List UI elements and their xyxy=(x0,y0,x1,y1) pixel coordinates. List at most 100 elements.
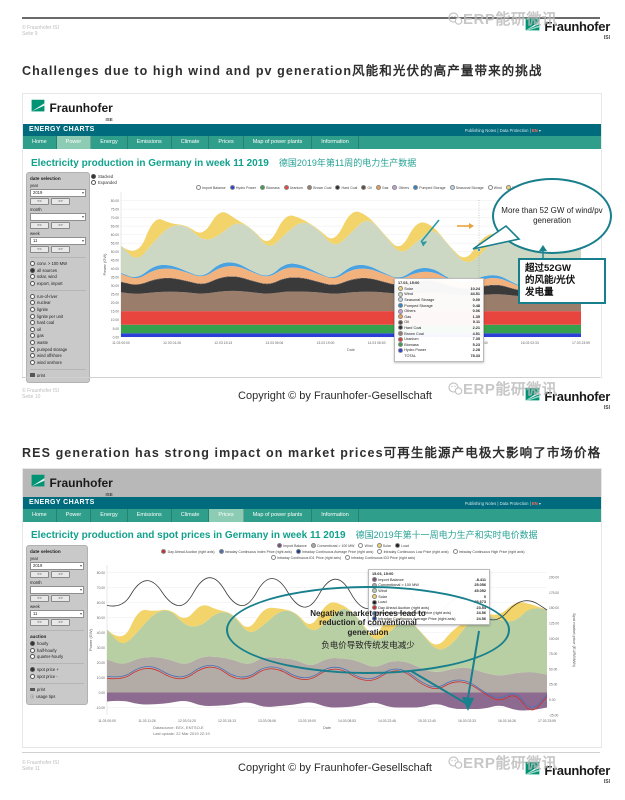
legend-item[interactable]: Seasonal Storage xyxy=(449,185,484,190)
usage-tips-button[interactable]: ⓘ usage tips xyxy=(30,693,56,700)
nav-tab[interactable]: Climate xyxy=(172,509,210,522)
expanded-radio[interactable]: Expanded xyxy=(91,180,117,185)
year-select[interactable]: 2019 ▾ xyxy=(30,562,84,570)
svg-text:16.03 02:33: 16.03 02:33 xyxy=(521,341,539,345)
legend-item[interactable]: Intraday Continuous ID3 Price (right axi… xyxy=(345,555,415,560)
next-week-button[interactable]: >> xyxy=(51,246,70,253)
legend-item[interactable]: Intraday Continuous High Price (right ax… xyxy=(452,549,525,554)
legend-item[interactable]: Gas xyxy=(375,185,388,190)
radio-icon xyxy=(30,673,35,679)
source-radio[interactable]: nuclear xyxy=(30,300,86,306)
prev-week-button[interactable]: << xyxy=(30,619,49,626)
topbar-links[interactable]: Publishing Notes | Data Protection | EN … xyxy=(464,127,541,133)
caret-down-icon: ▾ xyxy=(79,611,82,616)
mode-radio[interactable]: all sources xyxy=(30,267,86,273)
mode-radio[interactable]: solar, wind xyxy=(30,274,86,280)
legend-item[interactable]: Oil xyxy=(361,185,372,190)
source-radio[interactable]: lignite xyxy=(30,306,86,312)
source-radio[interactable]: lignite per unit xyxy=(30,313,86,319)
prev-month-button[interactable]: << xyxy=(30,595,49,602)
wechat-face-icon xyxy=(448,756,463,769)
legend-item[interactable]: Wind xyxy=(487,185,502,190)
language-selector[interactable]: EN xyxy=(531,500,538,506)
nav-tab[interactable]: Information xyxy=(312,509,359,522)
source-radio[interactable]: waste xyxy=(30,339,86,345)
source-radio[interactable]: run-of-river xyxy=(30,293,86,299)
next-year-button[interactable]: >> xyxy=(51,571,70,578)
prev-month-button[interactable]: << xyxy=(30,222,49,229)
month-select[interactable]: ▾ xyxy=(30,213,86,221)
prev-year-button[interactable]: << xyxy=(30,571,49,578)
print-button[interactable]: print xyxy=(30,682,84,692)
nav-tab[interactable]: Information xyxy=(312,136,359,149)
nav-tab[interactable]: Map of power plants xyxy=(244,136,313,149)
source-radio[interactable]: hard coal xyxy=(30,320,86,326)
svg-text:0.00: 0.00 xyxy=(99,691,106,695)
fraunhofer-logo-icon xyxy=(31,474,45,487)
auction-radio[interactable]: half-hourly xyxy=(30,647,84,653)
source-radio[interactable]: wind offshore xyxy=(30,353,86,359)
source-radio[interactable]: oil xyxy=(30,326,86,332)
week-select[interactable]: 11 ▾ xyxy=(30,237,86,245)
legend-item[interactable]: Pumped Storage xyxy=(413,185,446,190)
prev-week-button[interactable]: << xyxy=(30,246,49,253)
legend-item[interactable]: Biomass xyxy=(260,185,280,190)
legend-item[interactable]: Day Ahead Auction (right axis) xyxy=(161,549,215,554)
tooltip-swatch xyxy=(372,577,377,583)
legend-item[interactable]: Import Balance xyxy=(195,185,226,190)
legend-item[interactable]: Conventional > 100 MW xyxy=(310,543,354,548)
source-radio[interactable]: gas xyxy=(30,333,86,339)
svg-text:10.00: 10.00 xyxy=(97,676,105,680)
legend-item[interactable]: Brown Coal xyxy=(307,185,331,190)
nav-tab[interactable]: Power xyxy=(57,509,92,522)
print-button[interactable]: print xyxy=(30,368,86,378)
mode-radio[interactable]: conv. > 100 MW xyxy=(30,261,86,266)
legend-item[interactable]: Others xyxy=(392,185,409,190)
spot-price-radio[interactable]: spot price + xyxy=(30,667,84,673)
year-select[interactable]: 2019 ▾ xyxy=(30,189,86,197)
nav-tab[interactable]: Power xyxy=(56,136,92,149)
nav-tab[interactable]: Emissions xyxy=(128,136,172,149)
nav-tab[interactable]: Home xyxy=(23,136,57,149)
legend-item[interactable]: Uranium xyxy=(283,185,303,190)
legend-item[interactable]: Intraday Continuous Index Price (right a… xyxy=(218,549,292,554)
month-select[interactable]: ▾ xyxy=(30,586,84,594)
legend-item[interactable]: Intraday Continuous ID1 Price (right axi… xyxy=(270,555,341,560)
prev-year-button[interactable]: << xyxy=(30,198,49,205)
svg-text:50.00: 50.00 xyxy=(111,250,119,254)
next-month-button[interactable]: >> xyxy=(51,595,70,602)
nav-tab[interactable]: Climate xyxy=(172,136,210,149)
legend-item[interactable]: Hydro Power xyxy=(229,185,256,190)
legend-item[interactable]: Intraday Continuous Low Price (right axi… xyxy=(377,549,449,554)
source-radio[interactable]: wind onshore xyxy=(30,359,86,365)
auction-radio[interactable]: hourly xyxy=(30,641,84,646)
nav-tab[interactable]: Home xyxy=(23,509,57,522)
legend-item[interactable]: Wind xyxy=(358,543,373,548)
callout-zh: 负电价导致传统发电减少 xyxy=(321,640,415,651)
source-radio[interactable]: pumped storage xyxy=(30,346,86,352)
nav-tab[interactable]: Energy xyxy=(91,509,128,522)
next-year-button[interactable]: >> xyxy=(51,198,70,205)
spot-price-radio[interactable]: spot price - xyxy=(30,673,84,679)
auction-radio[interactable]: quarter-hourly xyxy=(30,654,84,660)
topbar-links[interactable]: Publishing Notes | Data Protection | EN … xyxy=(464,500,541,506)
next-month-button[interactable]: >> xyxy=(51,222,70,229)
mode-radio[interactable]: export, import xyxy=(30,280,86,286)
legend-item[interactable]: Intraday Continuous Average Price (right… xyxy=(295,549,373,554)
nav-tab[interactable]: Map of power plants xyxy=(244,509,313,522)
nav-tab[interactable]: Prices xyxy=(209,136,244,149)
svg-text:10.00: 10.00 xyxy=(111,318,119,322)
legend-item[interactable]: Load xyxy=(394,543,409,548)
next-week-button[interactable]: >> xyxy=(51,619,70,626)
nav-tab[interactable]: Prices xyxy=(209,509,244,522)
legend-item[interactable]: Hard Coal xyxy=(335,185,357,190)
stacked-radio[interactable]: Stacked xyxy=(91,174,117,179)
nav-tab[interactable]: Energy xyxy=(91,136,128,149)
legend-item[interactable]: Import Balance xyxy=(277,543,307,548)
language-selector[interactable]: EN xyxy=(531,127,538,133)
nav-tab[interactable]: Emissions xyxy=(128,509,172,522)
slide-meta: © Fraunhofer ISI Seite 9 xyxy=(22,25,59,37)
week-select[interactable]: 11 ▾ xyxy=(30,610,84,618)
legend-item[interactable]: Solar xyxy=(376,543,391,548)
svg-text:75.00: 75.00 xyxy=(549,652,557,656)
